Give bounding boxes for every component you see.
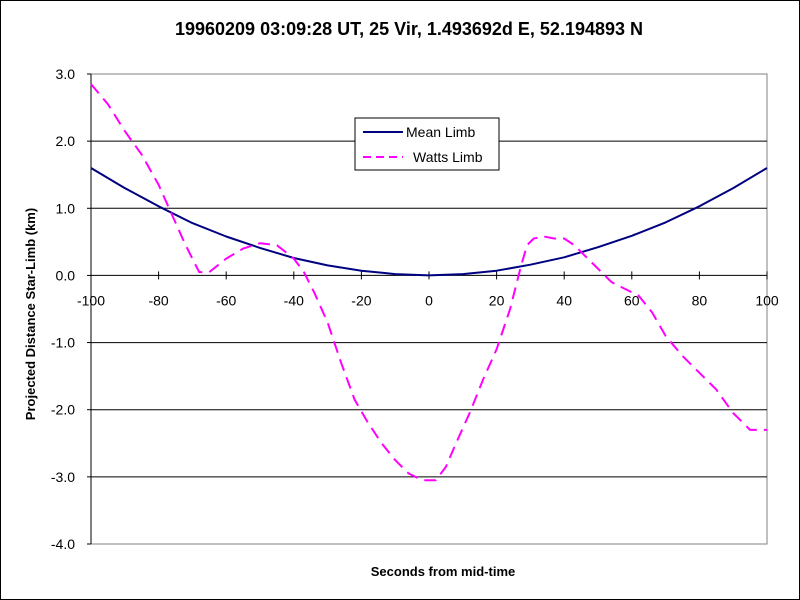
y-tick-label-5: -2.0 <box>51 402 75 418</box>
y-tick-label-2: 1.0 <box>56 200 76 216</box>
x-tick-label-0: -100 <box>77 292 105 308</box>
y-tick-label-1: 2.0 <box>56 133 76 149</box>
x-tick-label-6: 20 <box>489 292 505 308</box>
y-tick-label-3: 0.0 <box>56 267 76 283</box>
y-tick-label-0: 3.0 <box>56 66 76 82</box>
x-tick-label-8: 60 <box>624 292 640 308</box>
x-tick-label-4: -20 <box>351 292 371 308</box>
x-tick-label-3: -40 <box>284 292 304 308</box>
y-tick-label-7: -4.0 <box>51 536 75 552</box>
legend-label-mean-limb: Mean Limb <box>406 124 475 140</box>
legend: Mean Limb Watts Limb <box>354 117 500 171</box>
legend-label-watts-limb: Watts Limb <box>413 149 483 165</box>
y-tick-labels: 3.0 2.0 1.0 0.0 -1.0 -2.0 -3.0 -4.0 <box>51 66 75 552</box>
x-tick-label-10: 100 <box>755 292 779 308</box>
y-tick-label-6: -3.0 <box>51 469 75 485</box>
chart-title: 19960209 03:09:28 UT, 25 Vir, 1.493692d … <box>175 19 643 39</box>
x-tick-label-5: 0 <box>425 292 433 308</box>
x-tick-label-9: 80 <box>692 292 708 308</box>
series-line-mean-limb <box>90 167 768 277</box>
grid-lines <box>91 140 767 478</box>
series-lines <box>90 83 768 482</box>
y-axis-title: Projected Distance Star-Limb (km) <box>23 208 38 420</box>
x-tick-label-2: -60 <box>216 292 236 308</box>
x-axis-title: Seconds from mid-time <box>371 564 515 579</box>
x-tick-labels: -100 -80 -60 -40 -20 0 20 40 60 80 100 <box>77 292 779 308</box>
legend-box <box>354 117 500 171</box>
x-tick-label-7: 40 <box>556 292 572 308</box>
y-tick-label-4: -1.0 <box>51 335 75 351</box>
x-tick-label-1: -80 <box>148 292 168 308</box>
series-line-watts-limb <box>90 83 767 482</box>
